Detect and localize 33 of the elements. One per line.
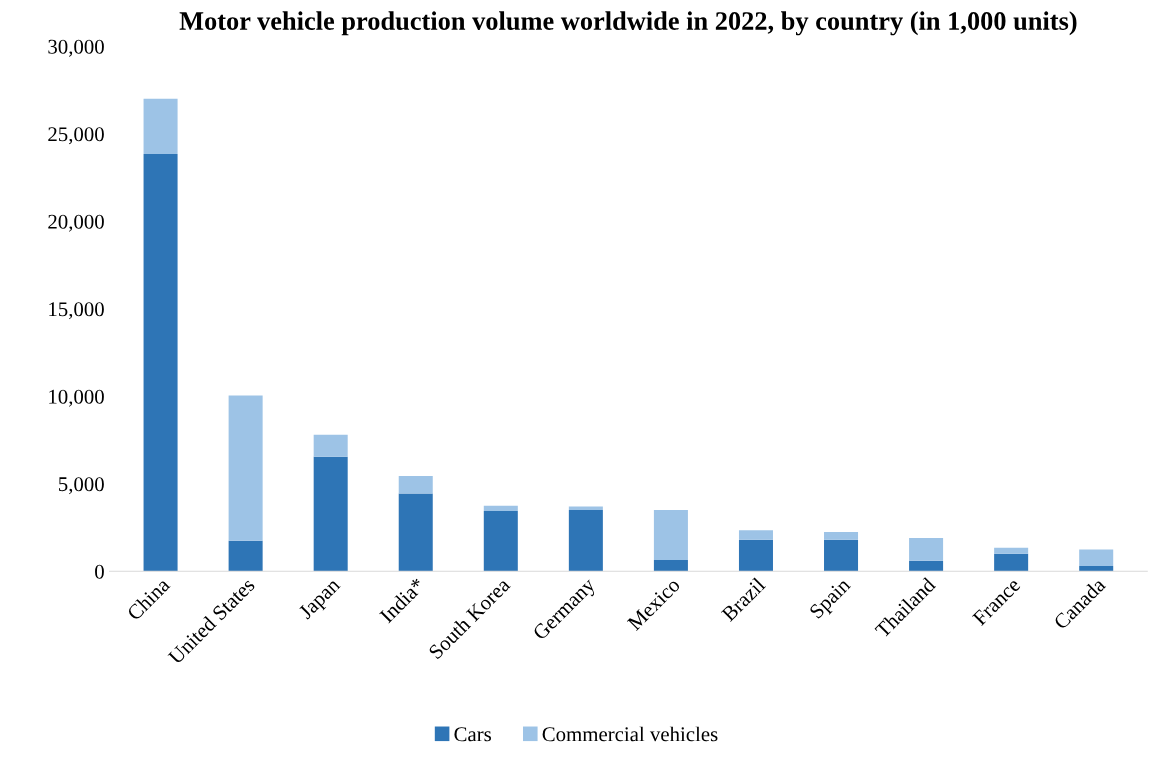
y-tick-label: 5,000 [59,477,104,495]
bar [738,530,773,540]
bar [313,434,348,457]
bar [228,540,263,572]
y-tick-label: 15,000 [49,302,104,320]
bar [313,456,348,572]
bar [483,510,518,572]
bar [653,559,688,572]
bar [738,539,773,572]
y-tick-label: 25,000 [48,127,104,145]
bar [483,505,518,511]
bar [398,475,433,494]
legend-label: Cars [454,727,491,742]
bar [1079,566,1114,572]
bar [824,539,859,572]
y-tick-label: 30,000 [48,39,104,57]
bar [653,510,688,560]
y-tick-label: 0 [95,564,104,579]
y-tick-label: 10,000 [49,389,104,407]
bar [1079,549,1114,567]
bar [994,553,1029,572]
bar [909,560,944,572]
bar [568,510,603,572]
bar [909,538,944,561]
bar [143,98,178,154]
bar [228,395,263,541]
y-tick-label: 20,000 [48,214,104,232]
bar [824,531,859,540]
bar [994,547,1029,554]
legend-label: Commercial vehicles [542,726,718,742]
bar [398,493,433,572]
bar [143,153,178,572]
chart-title: Motor vehicle production volume worldwide in 2022, by country (in 1,000 units) [179,11,1077,36]
